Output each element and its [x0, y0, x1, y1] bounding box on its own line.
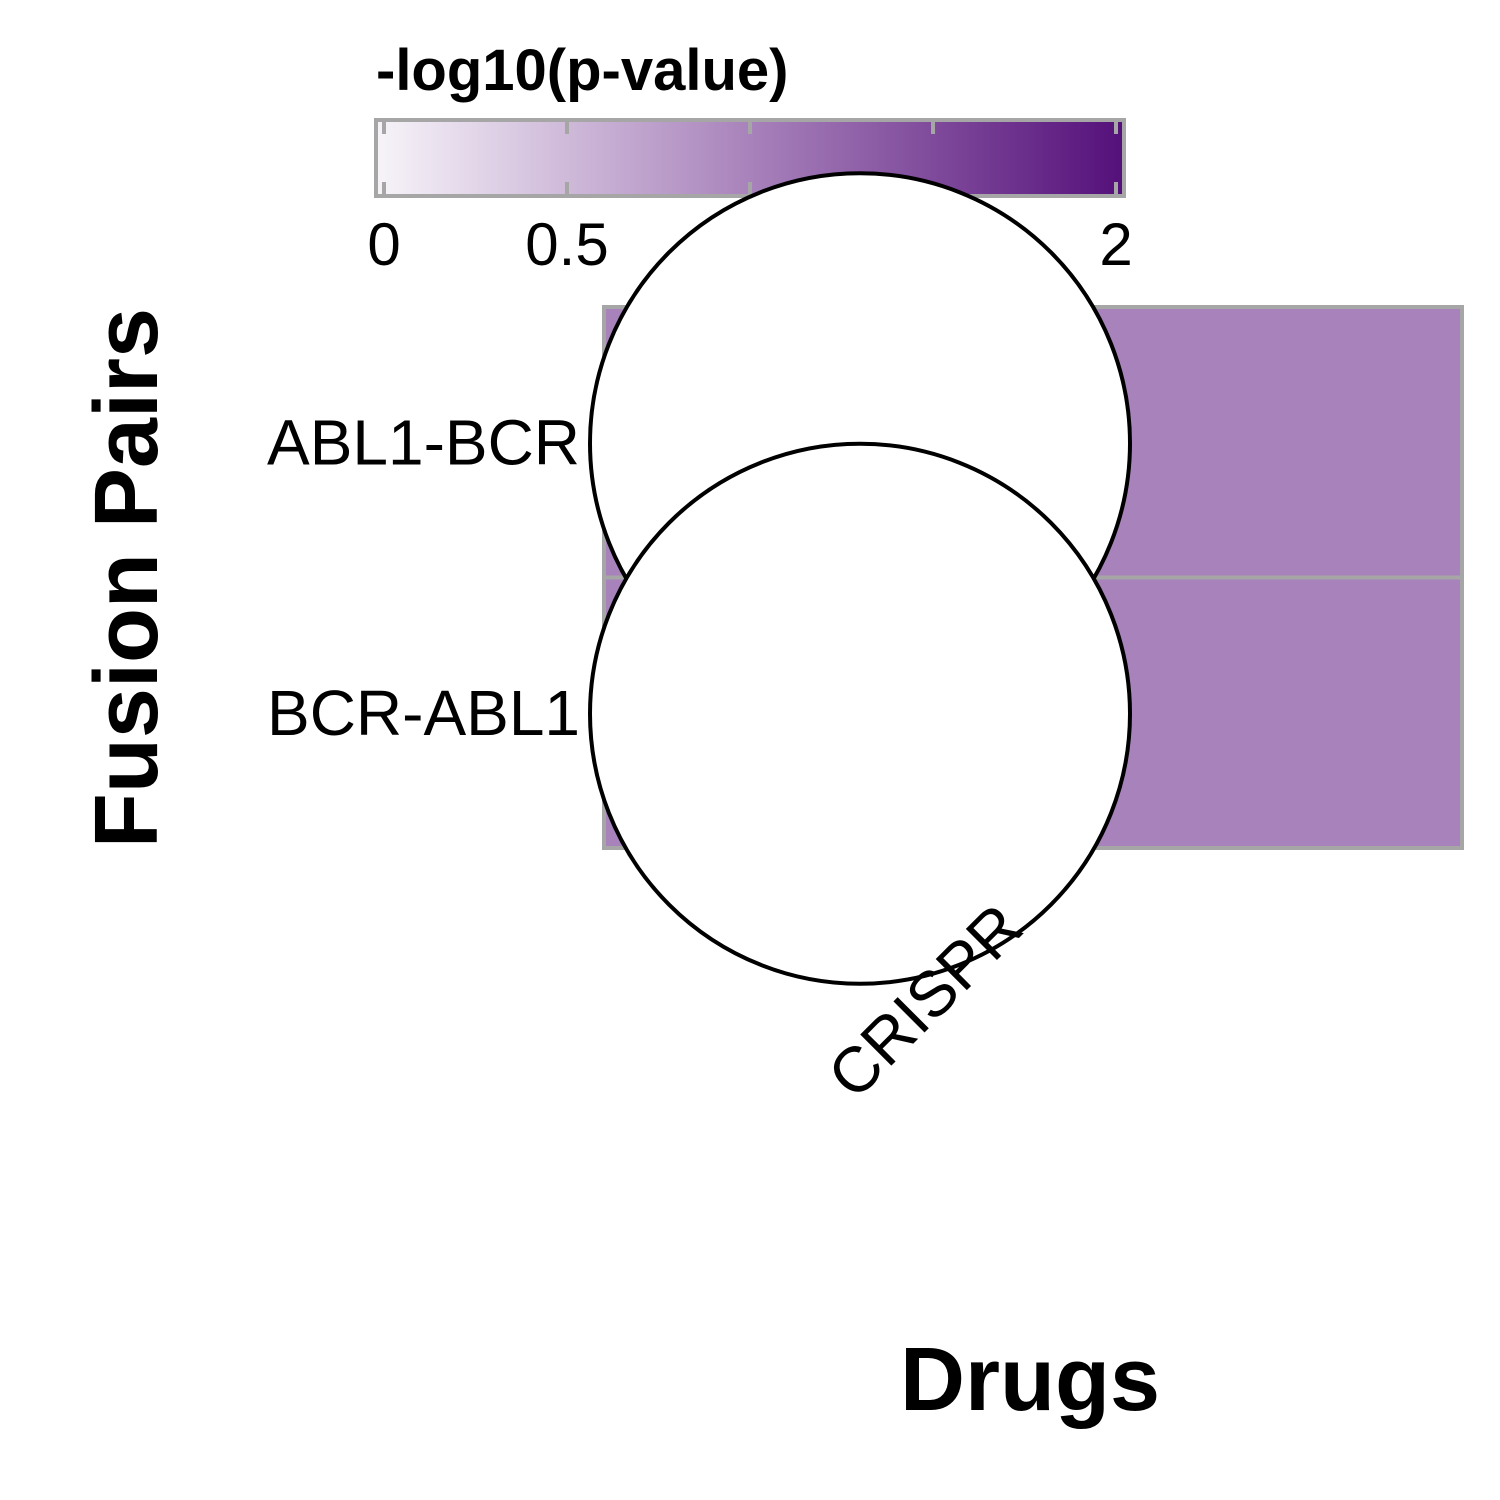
y-category-labels: ABL1-BCR BCR-ABL1: [267, 406, 580, 749]
legend-tick-label: 0.5: [525, 211, 608, 278]
y-category-label: BCR-ABL1: [267, 677, 580, 749]
data-point: [588, 441, 1132, 986]
data-points: [588, 171, 1132, 986]
y-axis-title: Fusion Pairs: [77, 308, 177, 848]
y-category-label: ABL1-BCR: [267, 406, 580, 478]
legend-title: -log10(p-value): [376, 38, 789, 103]
legend-tick-label: 2: [1099, 211, 1132, 278]
x-axis-title: Drugs: [900, 1330, 1160, 1430]
legend-tick-label: 0: [367, 211, 400, 278]
